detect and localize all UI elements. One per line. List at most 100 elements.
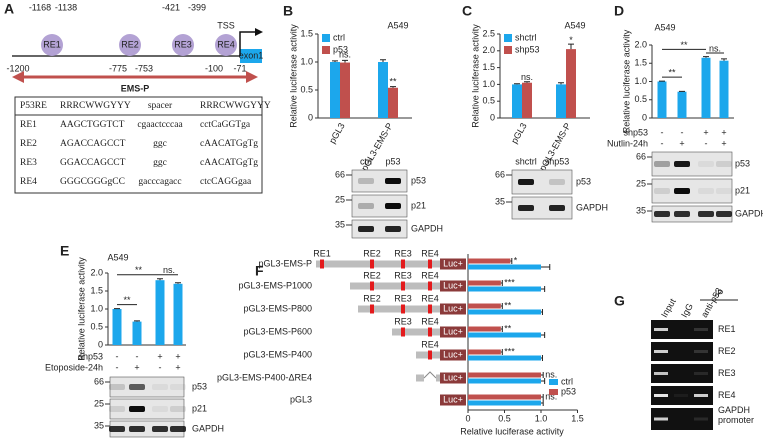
table-cell: cAACATGgTg xyxy=(200,158,258,168)
reporter-label: Luc+ xyxy=(443,280,463,290)
element-label: RE2 xyxy=(363,248,381,258)
bar xyxy=(701,57,711,118)
site-name: RE1 xyxy=(43,39,61,49)
condition-value: + xyxy=(703,127,708,137)
error-bar xyxy=(541,372,544,378)
y-axis-label: Relative luciferase activity xyxy=(470,24,480,128)
blot-strip xyxy=(511,196,573,220)
construct-label: pGL3-EMS-P xyxy=(258,258,312,268)
gel-strip xyxy=(651,364,713,383)
table-cell: GGACCAGCCT xyxy=(60,158,126,168)
table-cell: P53RE xyxy=(20,101,47,111)
bar xyxy=(468,286,541,292)
blot-band xyxy=(654,188,670,194)
marker-label: 66 xyxy=(495,169,505,179)
error-bar xyxy=(510,258,513,264)
y-axis-label: Relative luciferase activity xyxy=(621,29,631,133)
site-end: -753 xyxy=(135,63,153,73)
band-label: p21 xyxy=(411,200,426,210)
x-axis-label: Relative luciferase activity xyxy=(460,426,564,436)
reporter-label: Luc+ xyxy=(443,258,463,268)
blot-band xyxy=(674,211,690,217)
promoter-fragment xyxy=(436,374,440,382)
construct-label: pGL3-EMS-P600 xyxy=(243,326,312,336)
condition-value: - xyxy=(136,351,139,361)
x-tick-label: 1.0 xyxy=(535,413,548,423)
blot-band xyxy=(518,205,534,211)
site-start: -100 xyxy=(205,63,223,73)
error-bar xyxy=(541,378,546,384)
site-circle xyxy=(172,34,194,56)
bar xyxy=(468,332,541,338)
blot-band xyxy=(109,406,125,412)
lane-label: anti-p53 xyxy=(699,286,724,319)
bar xyxy=(677,91,687,118)
bar xyxy=(155,280,165,345)
blot-band xyxy=(170,406,186,412)
error-bar xyxy=(514,83,520,85)
blot-strip xyxy=(351,194,408,218)
error-bar xyxy=(332,60,338,62)
table-cell: cgaactcccaa xyxy=(137,120,183,130)
legend-swatch xyxy=(322,46,330,54)
blot-band xyxy=(129,426,145,432)
x-tick-label: pGL3 xyxy=(509,121,529,145)
error-bar xyxy=(157,278,163,281)
table-cell: AAGCTGGTCT xyxy=(60,120,125,130)
bar xyxy=(657,81,667,118)
element-label: RE1 xyxy=(313,248,331,258)
error-bar xyxy=(500,280,503,286)
blot-strip xyxy=(109,376,185,398)
annotation: ** xyxy=(504,323,512,333)
x-tick-label: 0.5 xyxy=(498,413,511,423)
site-start: -1168 xyxy=(29,2,51,12)
blot-band xyxy=(385,226,401,232)
panel-label: A xyxy=(4,1,14,17)
error-bar xyxy=(500,349,503,355)
condition-value: - xyxy=(661,138,664,148)
blot-strip xyxy=(109,398,185,420)
bar xyxy=(468,394,541,400)
blot-strip xyxy=(351,169,408,193)
gel-row-label: RE2 xyxy=(718,346,736,356)
annotation: ** xyxy=(680,40,688,50)
legend-label: shctrl xyxy=(515,32,537,42)
table-cell: gacccagacc xyxy=(138,177,181,187)
y-tick-label: 2.5 xyxy=(482,28,495,38)
y-tick-label: 2.0 xyxy=(634,39,647,49)
marker-label: 35 xyxy=(636,205,646,215)
element-label: RE4 xyxy=(421,293,439,303)
condition-label: shp53 xyxy=(78,351,103,361)
error-bar xyxy=(541,394,544,400)
blot-band xyxy=(518,179,534,185)
tss-label: TSS xyxy=(217,20,235,30)
bar xyxy=(340,62,350,118)
reporter-box xyxy=(440,372,466,384)
table-cell: RE1 xyxy=(20,120,37,130)
bar xyxy=(468,372,541,378)
y-tick-label: 2.0 xyxy=(482,45,495,55)
response-element xyxy=(370,281,374,291)
bar xyxy=(556,84,566,118)
blot-strip xyxy=(651,151,733,177)
bar xyxy=(378,62,388,118)
gel-row-label: RE4 xyxy=(718,390,736,400)
error-bar xyxy=(541,332,546,338)
chart-title: A549 xyxy=(387,20,408,30)
error-bar xyxy=(541,355,543,361)
gel-band xyxy=(694,417,708,421)
error-bar xyxy=(390,86,396,88)
table-cell: RRRCWWGYYY xyxy=(60,101,131,111)
element-label: RE3 xyxy=(394,248,412,258)
blot-band xyxy=(170,426,186,432)
error-bar xyxy=(541,400,544,406)
y-tick-label: 0 xyxy=(308,112,313,122)
band-label: p53 xyxy=(411,175,426,185)
table-cell: cctCaGGTga xyxy=(200,120,251,130)
bar xyxy=(388,87,398,118)
panel-label: F xyxy=(255,263,264,279)
annotation: ** xyxy=(504,300,512,310)
deletion-mark xyxy=(423,371,437,379)
error-bar xyxy=(500,326,503,332)
y-tick-label: 0.5 xyxy=(300,84,313,94)
